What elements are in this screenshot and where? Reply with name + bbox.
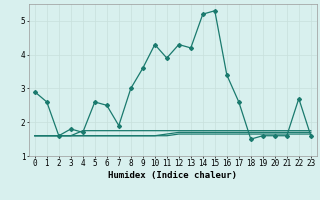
X-axis label: Humidex (Indice chaleur): Humidex (Indice chaleur) [108, 171, 237, 180]
